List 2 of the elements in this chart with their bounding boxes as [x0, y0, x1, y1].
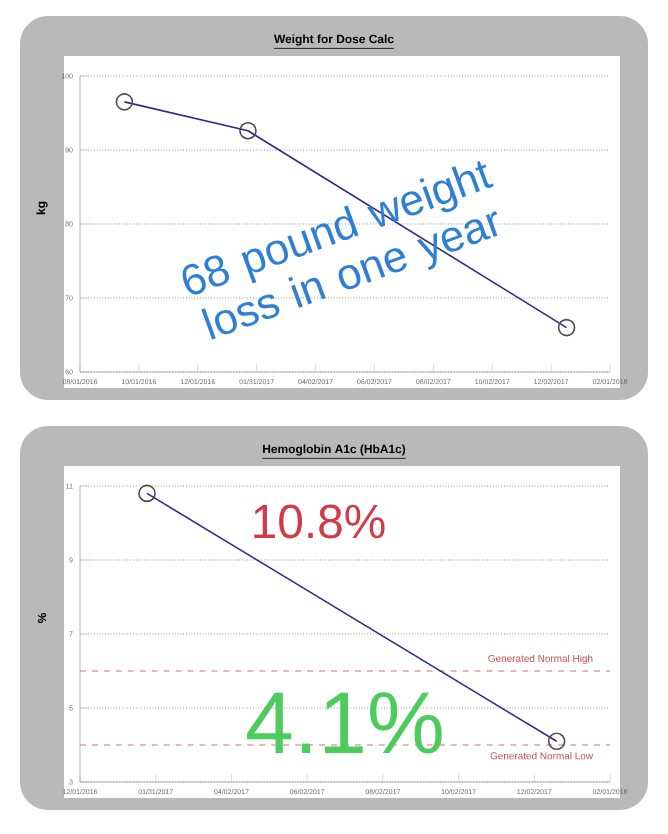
- annotation: 4.1%: [247, 692, 442, 754]
- annotation: 10.8%: [254, 504, 385, 539]
